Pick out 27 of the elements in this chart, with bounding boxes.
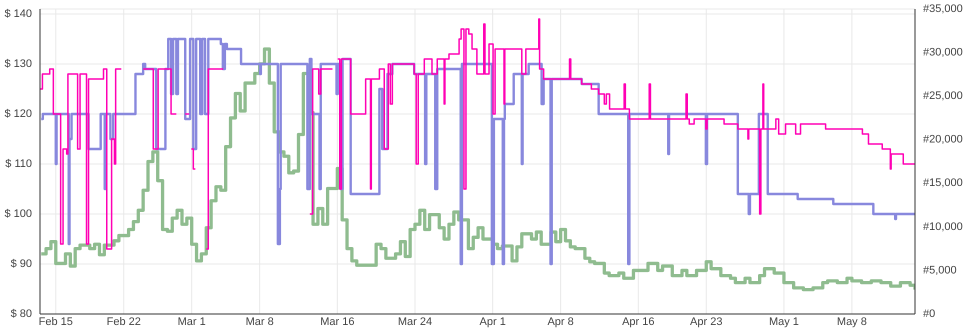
x-tick-label: Apr 8: [547, 316, 574, 328]
x-tick-label: Feb 15: [38, 316, 73, 328]
y-tick-label: $ 140: [4, 8, 32, 20]
y-tick-label: $ 120: [4, 108, 32, 120]
y-tick-label: $ 100: [4, 208, 32, 220]
x-tick-label: May 1: [768, 316, 799, 328]
y2-tick-label: #0: [923, 308, 936, 320]
x-tick-label: Apr 16: [622, 316, 655, 328]
y2-tick-label: #20,000: [923, 134, 963, 146]
y2-tick-label: #10,000: [923, 220, 963, 233]
y2-tick-label: #35,000: [923, 2, 963, 15]
x-tick-label: Feb 22: [106, 316, 141, 328]
y2-tick-label: #30,000: [923, 46, 963, 58]
x-tick-label: May 8: [836, 316, 867, 328]
x-tick-label: Apr 23: [690, 316, 722, 328]
y-tick-label: $ 130: [4, 58, 32, 70]
y-tick-label: $ 110: [5, 158, 32, 170]
y-tick-label: $ 90: [10, 258, 32, 270]
y2-tick-label: #25,000: [923, 90, 963, 102]
x-tick-label: Apr 1: [480, 316, 506, 328]
y2-tick-label: #15,000: [923, 177, 963, 190]
x-tick-label: Mar 1: [178, 316, 206, 328]
y-tick-label: $ 80: [10, 308, 32, 320]
x-tick-label: Mar 8: [246, 316, 274, 328]
x-tick-label: Mar 16: [320, 316, 354, 328]
y2-tick-label: #5,000: [923, 264, 957, 276]
x-tick-label: Mar 24: [398, 316, 432, 328]
